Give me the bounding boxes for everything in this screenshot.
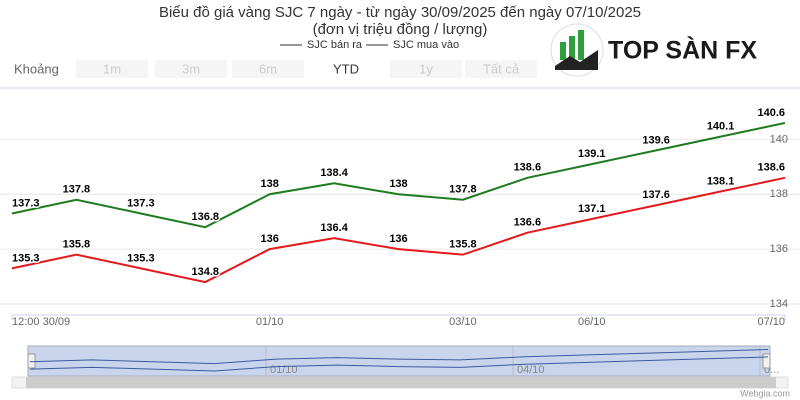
credit: Webgia.com [740,388,790,398]
range-button[interactable] [310,60,382,78]
navigator-handle[interactable] [762,353,771,369]
data-label: 137.8 [449,184,477,196]
range-button-label[interactable]: YTD [333,61,359,76]
legend-label[interactable]: SJC bán ra [307,39,363,51]
series-line [11,121,786,229]
y-tick-label: 140 [770,133,788,145]
range-button[interactable] [232,60,304,78]
data-label: 137.3 [127,197,155,209]
navigator-handle[interactable] [27,353,36,369]
y-tick-label: 134 [770,298,788,310]
data-label: 140.6 [757,107,785,119]
data-label: 138 [260,178,278,190]
data-label: 134.8 [191,266,219,278]
legend-label[interactable]: SJC mua vào [393,39,459,51]
navigator-label: 04/10 [517,364,545,376]
series-line [11,176,786,284]
x-tick-label: 03/10 [449,316,477,328]
data-label: 137.1 [578,203,606,215]
x-tick-label: 06/10 [578,316,606,328]
data-label: 136.8 [191,211,219,223]
data-label: 137.3 [12,197,40,209]
range-button-label[interactable]: 1y [419,61,433,76]
data-label: 139.1 [578,148,606,160]
data-label: 136.4 [320,222,348,234]
data-label: 136.6 [514,217,542,229]
y-tick-label: 136 [770,243,788,255]
range-button[interactable] [465,60,537,78]
data-label: 138.6 [514,162,542,174]
range-button[interactable] [155,60,227,78]
data-label: 135.3 [127,252,155,264]
data-label: 139.6 [642,134,670,146]
navigator-line [29,348,769,365]
navigator-line [29,356,769,372]
data-label: 137.8 [63,184,91,196]
data-label: 136 [389,233,407,245]
range-label: Khoảng [14,61,59,76]
data-label: 138.6 [757,162,785,174]
x-tick-label: 07/10 [757,316,785,328]
range-button-label[interactable]: 6m [259,61,277,76]
data-label: 135.8 [63,239,91,251]
data-label: 138.4 [320,167,348,179]
scrollbar-thumb[interactable] [26,377,776,388]
range-button-label[interactable]: 1m [103,61,121,76]
data-label: 138 [389,178,407,190]
range-button-label[interactable]: 3m [182,61,200,76]
chart-title: Biểu đồ giá vàng SJC 7 ngày - từ ngày 30… [159,4,641,21]
data-label: 136 [260,233,278,245]
data-label: 135.3 [12,252,40,264]
data-label: 140.1 [707,121,735,133]
data-label: 135.8 [449,239,477,251]
watermark-text: TOP SÀN FX [608,36,757,65]
chart-subtitle: (đơn vị triệu đồng / lượng) [313,21,488,38]
range-button[interactable] [76,60,148,78]
data-label: 137.6 [642,189,670,201]
data-label: 138.1 [707,175,735,187]
x-tick-label: 01/10 [256,316,284,328]
range-button-label[interactable]: Tất cả [483,61,520,76]
x-tick-label: 12:00 30/09 [12,316,70,328]
watermark-logo [550,23,604,77]
range-button[interactable] [390,60,462,78]
y-tick-label: 138 [770,188,788,200]
